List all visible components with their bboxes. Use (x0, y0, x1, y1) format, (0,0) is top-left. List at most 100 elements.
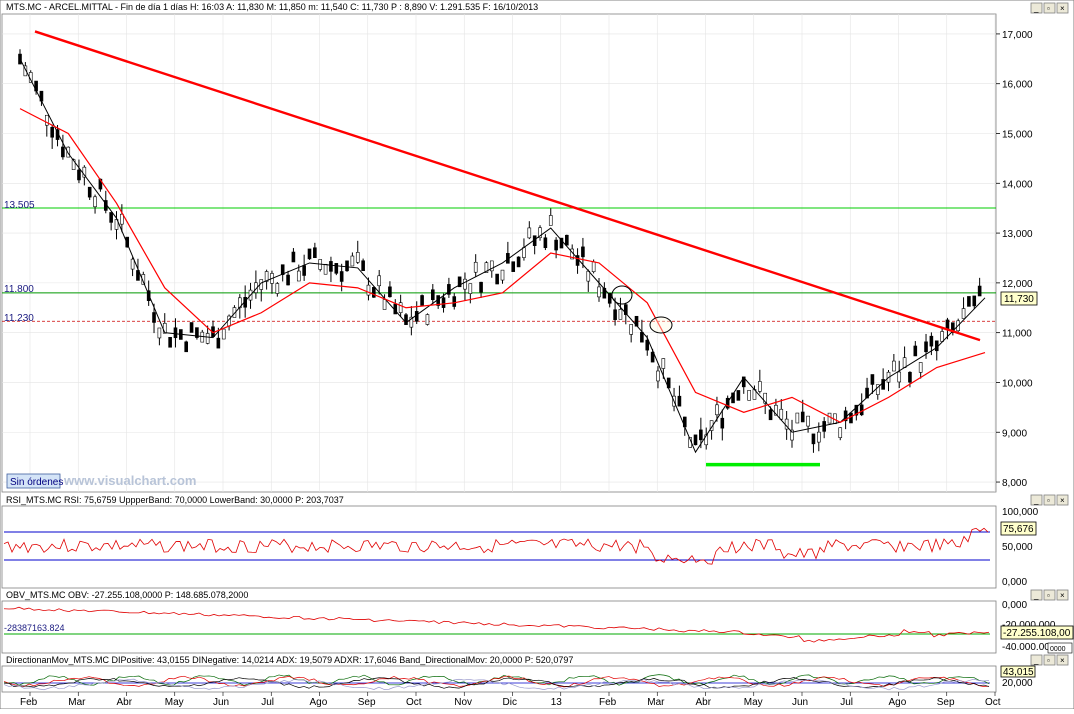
dm-last-value: 43,015 (1003, 667, 1034, 678)
price-bar-body (71, 159, 76, 170)
price-bar-body (372, 287, 376, 298)
price-line (19, 58, 986, 454)
y-tick-label: 17,000 (1002, 30, 1033, 41)
minimize-button[interactable]: _ (1030, 589, 1043, 601)
price-bar-body (967, 296, 971, 307)
price-bar-body (441, 297, 446, 308)
restore-button[interactable]: ▫ (1043, 494, 1056, 506)
y-tick-label: 14,000 (1002, 179, 1033, 190)
price-bar-body (109, 212, 113, 223)
price-bar-body (731, 392, 735, 404)
rsi-tick-label: 50,000 (1002, 542, 1033, 553)
restore-button[interactable]: ▫ (1043, 654, 1056, 666)
no-orders-label: Sin órdenes (10, 477, 63, 488)
price-bar-body (50, 126, 54, 138)
month-label: May (744, 697, 763, 708)
price-bar-body (77, 169, 81, 181)
minimize-button[interactable]: _ (1030, 494, 1043, 506)
svg-text:▫: ▫ (1047, 591, 1050, 600)
close-button[interactable]: × (1056, 2, 1069, 14)
level-label-11800: 11.800 (4, 284, 34, 295)
svg-text:_: _ (1033, 656, 1039, 665)
price-bar-body (329, 261, 333, 272)
price-bar-body (763, 392, 767, 404)
price-bar-body (479, 281, 483, 293)
y-tick-label: 9,000 (1002, 428, 1027, 439)
price-bar-body (527, 227, 532, 239)
close-button[interactable]: × (1056, 494, 1069, 506)
price-bar-body (334, 263, 339, 274)
y-tick-label: 8,000 (1002, 478, 1027, 489)
price-bar-body (275, 283, 280, 294)
y-tick-label: 10,000 (1002, 378, 1033, 389)
obv-last-tag: -27.255.108,00 (1000, 625, 1074, 640)
price-bar-body (345, 260, 349, 272)
price-bar-body (790, 429, 794, 441)
price-bar-body (822, 421, 826, 432)
y-tick-label: 13,000 (1002, 229, 1033, 240)
price-bar-body (130, 258, 135, 270)
close-button[interactable]: × (1056, 589, 1069, 601)
close-button[interactable]: × (1056, 654, 1069, 666)
price-bar-body (758, 381, 762, 392)
price-bar-body (827, 412, 832, 424)
dm-line (3, 678, 990, 691)
price-bar-body (447, 284, 451, 295)
price-bar-body (420, 295, 424, 306)
restore-button[interactable]: ▫ (1043, 2, 1056, 14)
price-bar-body (45, 114, 49, 126)
month-label: Sep (937, 697, 955, 708)
price-bar-body (951, 322, 955, 333)
price-bar-body (323, 263, 328, 275)
price-bar-body (66, 146, 71, 158)
price-bar-body (313, 247, 317, 258)
price-bar-body (736, 390, 741, 401)
price-bar-body (870, 374, 875, 385)
horizontal-levels (2, 207, 996, 322)
price-bar-body (586, 270, 591, 282)
minimize-button[interactable]: _ (1030, 2, 1043, 14)
price-bar-body (136, 270, 140, 281)
price-bar-body (838, 427, 843, 438)
month-label: May (165, 697, 184, 708)
price-bar-body (184, 341, 188, 353)
price-bar-body (339, 271, 344, 282)
price-bar-body (859, 404, 864, 416)
price-bar-body (854, 404, 859, 416)
svg-text:▫: ▫ (1047, 496, 1050, 505)
y-tick-label: 11,000 (1002, 329, 1032, 340)
price-bar-body (961, 308, 966, 319)
price-bar-body (849, 412, 853, 424)
price-bar-body (661, 358, 666, 369)
month-label: Ago (889, 697, 907, 708)
price-bar-body (500, 269, 505, 281)
price-bar-body (543, 237, 548, 249)
restore-button[interactable]: ▫ (1043, 589, 1056, 601)
obv-left-value: -28387163.824 (4, 623, 65, 633)
dm-line (3, 675, 990, 688)
svg-text:_: _ (1033, 496, 1039, 505)
svg-text:▫: ▫ (1047, 4, 1050, 13)
grid (2, 14, 996, 492)
price-bar-body (538, 227, 542, 238)
price-bar-body (693, 434, 698, 446)
obv-tick-label: -40.000.000 (1002, 642, 1056, 653)
price-bar-body (264, 271, 269, 282)
price-bar-body (774, 404, 778, 416)
price-bar-body (232, 307, 237, 318)
price-bar-body (152, 312, 156, 323)
svg-text:_: _ (1033, 4, 1039, 13)
price-bar-body (361, 260, 365, 272)
price-bar-body (618, 309, 623, 320)
price-bar-body (307, 248, 312, 260)
price-bar-body (216, 337, 221, 349)
svg-text:×: × (1060, 656, 1065, 665)
price-bar-body (650, 351, 655, 363)
obv-tick-label: -20.000.000 (1002, 620, 1056, 631)
price-bar-body (473, 261, 478, 273)
minimize-button[interactable]: _ (1030, 654, 1043, 666)
no-orders-badge[interactable]: Sin órdenes (6, 473, 63, 489)
level-label-13505: 13.505 (4, 200, 35, 211)
price-bar-body (565, 234, 569, 246)
